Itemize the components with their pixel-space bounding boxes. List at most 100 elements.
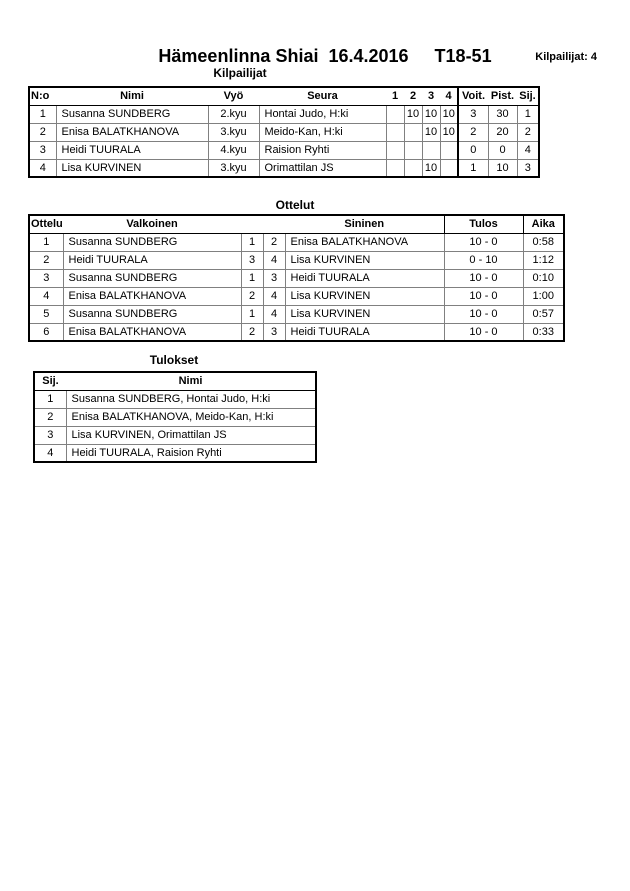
col-header-sij: Sij. (34, 372, 66, 391)
col-header-no: N:o (29, 87, 56, 106)
cell-blue-name: Lisa KURVINEN (284, 304, 445, 324)
col-header-nimi: Nimi (66, 372, 316, 391)
cell-voit: 2 (457, 122, 489, 142)
col-header-4: 4 (440, 87, 458, 106)
cell-time: 1:12 (522, 250, 565, 270)
cell-score-4 (439, 158, 459, 178)
cell-voit: 3 (457, 104, 489, 124)
cell-result: 10 - 0 (443, 304, 524, 324)
competitor-row: 3 Heidi TUURALA 4.kyu Raision Ryhti 0 0 … (28, 140, 540, 160)
cell-result: 10 - 0 (443, 232, 524, 252)
cell-white-num: 1 (240, 304, 264, 324)
matches-header-row: Ottelu Valkoinen Sininen Tulos Aika (29, 215, 564, 234)
cell-blue-name: Lisa KURVINEN (284, 286, 445, 306)
cell-blue-num: 4 (262, 250, 286, 270)
matches-table: Ottelu Valkoinen Sininen Tulos Aika 1 Su… (28, 214, 565, 342)
cell-time: 0:10 (522, 268, 565, 288)
cell-blue-num: 2 (262, 232, 286, 252)
cell-white-name: Heidi TUURALA (62, 250, 242, 270)
cell-place: 3 (33, 425, 67, 445)
cell-sij: 1 (516, 104, 540, 124)
match-row: 3 Susanna SUNDBERG 1 3 Heidi TUURALA 10 … (28, 268, 565, 288)
cell-sij: 4 (516, 140, 540, 160)
cell-blue-num: 4 (262, 286, 286, 306)
section-heading-kilpailijat: Kilpailijat (213, 66, 267, 80)
cell-score-4 (439, 140, 459, 160)
tournament-title: Hämeenlinna Shiai 16.4.2016 (158, 46, 409, 66)
cell-competitor: Heidi TUURALA, Raision Ryhti (65, 443, 317, 463)
cell-nimi: Heidi TUURALA (55, 140, 209, 160)
cell-score-1 (385, 158, 405, 178)
cell-vyo: 3.kyu (207, 122, 260, 142)
result-row: 3 Lisa KURVINEN, Orimattilan JS (33, 425, 317, 445)
cell-blue-name: Lisa KURVINEN (284, 250, 445, 270)
cell-score-2: 10 (403, 104, 423, 124)
cell-match-no: 3 (28, 268, 64, 288)
category-label: T18-51 (434, 46, 492, 66)
results-header-row: Sij. Nimi (34, 372, 316, 391)
page-title: Hämeenlinna Shiai 16.4.2016 T18-51 (0, 26, 630, 86)
cell-white-num: 2 (240, 322, 264, 342)
cell-score-2 (403, 140, 423, 160)
competitor-row: 1 Susanna SUNDBERG 2.kyu Hontai Judo, H:… (28, 104, 540, 124)
cell-result: 10 - 0 (443, 322, 524, 342)
cell-match-no: 4 (28, 286, 64, 306)
cell-pist: 10 (487, 158, 518, 178)
cell-blue-name: Heidi TUURALA (284, 322, 445, 342)
cell-nimi: Enisa BALATKHANOVA (55, 122, 209, 142)
cell-time: 0:57 (522, 304, 565, 324)
cell-match-no: 1 (28, 232, 64, 252)
cell-white-num: 3 (240, 250, 264, 270)
cell-score-3: 10 (421, 158, 441, 178)
cell-place: 2 (33, 407, 67, 427)
cell-seura: Raision Ryhti (258, 140, 387, 160)
cell-voit: 1 (457, 158, 489, 178)
cell-time: 1:00 (522, 286, 565, 306)
cell-result: 0 - 10 (443, 250, 524, 270)
col-header-sij: Sij. (517, 87, 539, 106)
match-row: 1 Susanna SUNDBERG 1 2 Enisa BALATKHANOV… (28, 232, 565, 252)
cell-match-no: 6 (28, 322, 64, 342)
cell-blue-num: 4 (262, 304, 286, 324)
cell-result: 10 - 0 (443, 268, 524, 288)
col-header-3: 3 (422, 87, 440, 106)
col-header-valkoinen: Valkoinen (63, 215, 241, 234)
match-row: 4 Enisa BALATKHANOVA 2 4 Lisa KURVINEN 1… (28, 286, 565, 306)
cell-nimi: Lisa KURVINEN (55, 158, 209, 178)
cell-nimi: Susanna SUNDBERG (55, 104, 209, 124)
cell-score-3: 10 (421, 122, 441, 142)
cell-no: 1 (28, 104, 57, 124)
cell-score-3 (421, 140, 441, 160)
col-header-voit: Voit. (457, 87, 488, 106)
cell-white-num: 1 (240, 268, 264, 288)
cell-vyo: 3.kyu (207, 158, 260, 178)
cell-result: 10 - 0 (443, 286, 524, 306)
cell-pist: 30 (487, 104, 518, 124)
cell-white-name: Susanna SUNDBERG (62, 232, 242, 252)
results-table: Sij. Nimi 1 Susanna SUNDBERG, Hontai Jud… (33, 371, 317, 463)
cell-score-1 (385, 122, 405, 142)
cell-blue-name: Enisa BALATKHANOVA (284, 232, 445, 252)
competitors-table: N:o Nimi Vyö Seura 1 2 3 4 Voit. Pist. S… (28, 86, 540, 178)
col-header-1: 1 (386, 87, 404, 106)
cell-time: 0:33 (522, 322, 565, 342)
section-heading-tulokset: Tulokset (149, 353, 199, 367)
cell-score-4: 10 (439, 122, 459, 142)
competitors-header-row: N:o Nimi Vyö Seura 1 2 3 4 Voit. Pist. S… (29, 87, 539, 106)
cell-score-4: 10 (439, 104, 459, 124)
cell-white-name: Susanna SUNDBERG (62, 268, 242, 288)
match-row: 6 Enisa BALATKHANOVA 2 3 Heidi TUURALA 1… (28, 322, 565, 342)
match-row: 2 Heidi TUURALA 3 4 Lisa KURVINEN 0 - 10… (28, 250, 565, 270)
cell-score-2 (403, 158, 423, 178)
result-row: 2 Enisa BALATKHANOVA, Meido-Kan, H:ki (33, 407, 317, 427)
cell-blue-num: 3 (262, 322, 286, 342)
col-header-vyo: Vyö (208, 87, 259, 106)
cell-sij: 3 (516, 158, 540, 178)
cell-no: 3 (28, 140, 57, 160)
cell-no: 4 (28, 158, 57, 178)
col-header-aika: Aika (522, 215, 564, 234)
cell-score-1 (385, 140, 405, 160)
cell-competitor: Lisa KURVINEN, Orimattilan JS (65, 425, 317, 445)
competitor-row: 2 Enisa BALATKHANOVA 3.kyu Meido-Kan, H:… (28, 122, 540, 142)
cell-pist: 20 (487, 122, 518, 142)
